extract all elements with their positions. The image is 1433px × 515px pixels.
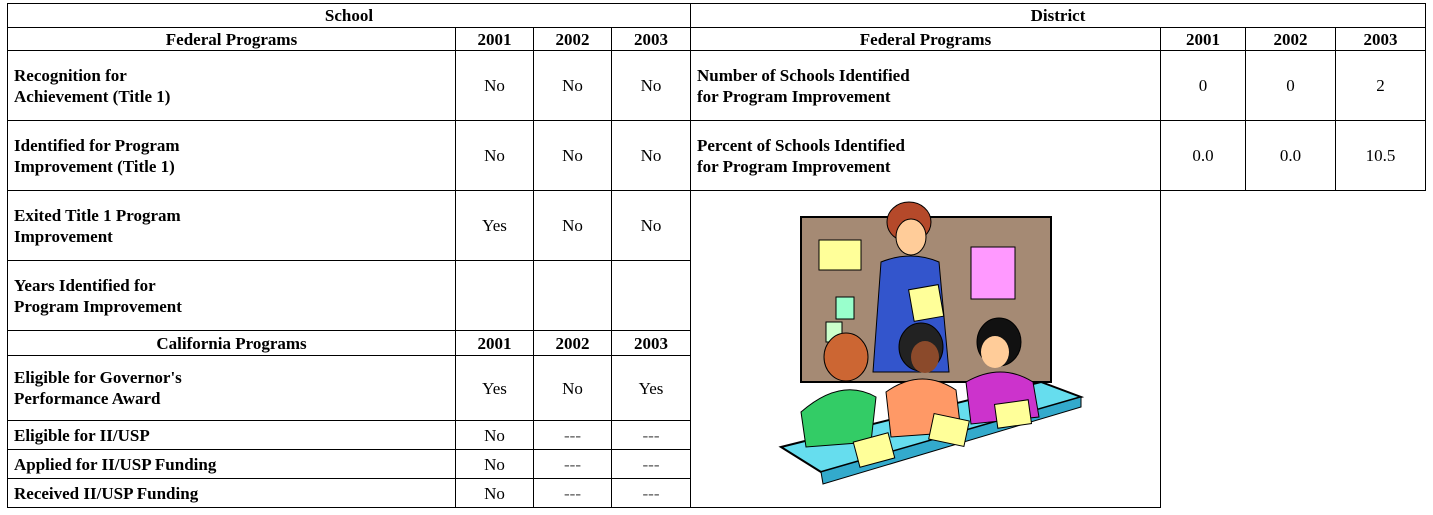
column-header: California Programs — [8, 331, 456, 356]
year-header: 2002 — [534, 331, 612, 356]
row-label: Percent of Schools Identified for Progra… — [691, 121, 1161, 191]
column-header: Federal Programs — [8, 28, 456, 51]
cell-value: No — [456, 121, 534, 191]
row-label: Applied for II/USP Funding — [8, 450, 456, 479]
cell-value: 0.0 — [1161, 121, 1246, 191]
row-label: Years Identified for Program Improvement — [8, 261, 456, 331]
cell-value: 10.5 — [1336, 121, 1426, 191]
cell-value: --- — [612, 421, 691, 450]
year-header: 2002 — [534, 28, 612, 51]
cell-value: Yes — [456, 191, 534, 261]
cell-value: Yes — [612, 356, 691, 421]
year-header: 2003 — [612, 28, 691, 51]
cell-value — [612, 261, 691, 331]
row-label: Identified for Program Improvement (Titl… — [8, 121, 456, 191]
year-header: 2003 — [1336, 28, 1426, 51]
cell-value: No — [612, 191, 691, 261]
year-header: 2001 — [456, 331, 534, 356]
page: SchoolDistrictFederal Programs2001200220… — [0, 0, 1433, 515]
cell-value: --- — [612, 450, 691, 479]
row-label: Exited Title 1 Program Improvement — [8, 191, 456, 261]
section-title: School — [8, 4, 691, 28]
row-label: Number of Schools Identified for Program… — [691, 51, 1161, 121]
cell-value: --- — [534, 450, 612, 479]
cell-value: No — [612, 121, 691, 191]
table-row: Identified for Program Improvement (Titl… — [8, 121, 1426, 191]
year-header: 2002 — [1246, 28, 1336, 51]
year-header: 2003 — [612, 331, 691, 356]
cell-value: 2 — [1336, 51, 1426, 121]
cell-value: No — [456, 479, 534, 508]
cell-value: No — [534, 121, 612, 191]
clipart-cell — [691, 191, 1161, 508]
cell-value — [456, 261, 534, 331]
cell-value: --- — [534, 479, 612, 508]
row-label: Eligible for Governor's Performance Awar… — [8, 356, 456, 421]
cell-value: --- — [534, 421, 612, 450]
year-header: 2001 — [1161, 28, 1246, 51]
cell-value: No — [534, 51, 612, 121]
cell-value: 0.0 — [1246, 121, 1336, 191]
cell-value: No — [534, 191, 612, 261]
cell-value: No — [456, 421, 534, 450]
section-title: District — [691, 4, 1426, 28]
cell-value: No — [612, 51, 691, 121]
classroom-clipart — [761, 192, 1091, 502]
row-label: Eligible for II/USP — [8, 421, 456, 450]
year-header: 2001 — [456, 28, 534, 51]
row-label: Recognition for Achievement (Title 1) — [8, 51, 456, 121]
cell-value: No — [456, 450, 534, 479]
cell-value: No — [456, 51, 534, 121]
cell-value: Yes — [456, 356, 534, 421]
row-label: Received II/USP Funding — [8, 479, 456, 508]
cell-value: No — [534, 356, 612, 421]
cell-value: --- — [612, 479, 691, 508]
cell-value: 0 — [1246, 51, 1336, 121]
column-header: Federal Programs — [691, 28, 1161, 51]
cell-value: 0 — [1161, 51, 1246, 121]
cell-value — [534, 261, 612, 331]
